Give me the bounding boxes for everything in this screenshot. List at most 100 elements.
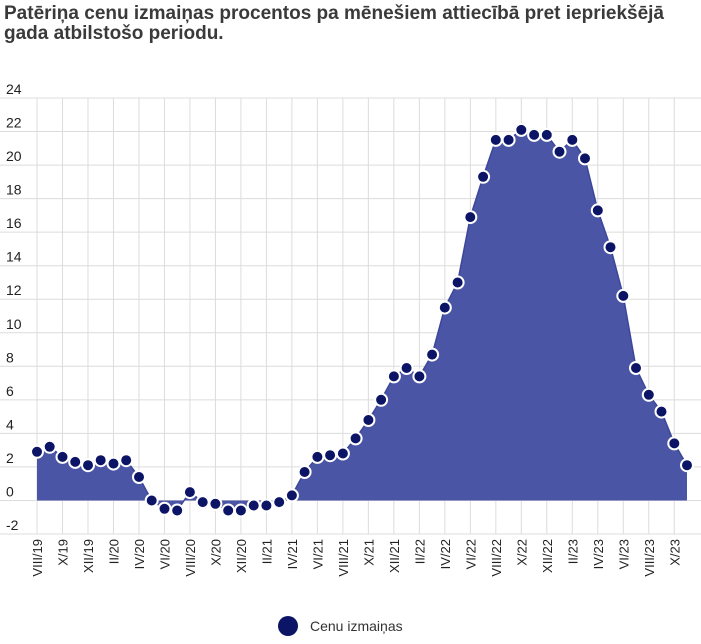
data-point[interactable] (182, 485, 197, 500)
data-point[interactable] (374, 392, 389, 407)
x-tick-label: II/21 (259, 539, 274, 564)
x-tick-label: X/23 (667, 539, 682, 566)
chart-title-line-1: Patēriņa cenu izmaiņas procentos pa mēne… (4, 4, 664, 24)
x-tick-label: X/20 (208, 539, 223, 566)
x-tick-label: VIII/19 (30, 539, 45, 577)
x-tick-label: II/20 (106, 539, 121, 564)
data-point[interactable] (412, 369, 427, 384)
data-point[interactable] (106, 456, 121, 471)
y-tick-label: 8 (6, 349, 14, 365)
series-points (30, 122, 694, 518)
data-point[interactable] (93, 453, 108, 468)
x-tick-label: IV/21 (285, 539, 300, 569)
x-axis-ticks: VIII/19 X/19 XII/19 II/20 IV/20 VI/20 VIII/20 X… (30, 539, 682, 577)
y-tick-label: 14 (6, 249, 22, 265)
data-point[interactable] (680, 458, 694, 473)
x-tick-label: VIII/20 (183, 539, 198, 577)
data-point[interactable] (629, 361, 643, 375)
data-point[interactable] (641, 387, 656, 402)
data-point[interactable] (514, 122, 529, 137)
x-tick-label: XII/20 (234, 539, 249, 573)
y-tick-label: 6 (6, 383, 14, 399)
data-point[interactable] (437, 300, 452, 315)
data-point[interactable] (335, 446, 350, 461)
data-point[interactable] (565, 132, 580, 147)
data-point[interactable] (654, 404, 669, 419)
data-point[interactable] (425, 347, 440, 362)
x-tick-label: VIII/22 (489, 539, 504, 577)
data-point[interactable] (539, 127, 554, 142)
data-point[interactable] (616, 288, 631, 303)
data-point[interactable] (297, 465, 312, 479)
x-tick-label: XII/22 (540, 539, 555, 573)
y-tick-label: 12 (6, 282, 22, 298)
y-tick-label: 0 (6, 483, 14, 499)
x-tick-label: II/22 (412, 539, 427, 564)
y-tick-label: 22 (6, 115, 22, 131)
data-point[interactable] (55, 449, 70, 464)
data-point[interactable] (476, 169, 491, 184)
y-tick-label: 20 (6, 148, 22, 164)
data-point[interactable] (450, 275, 465, 290)
data-point[interactable] (348, 431, 363, 446)
x-tick-label: VIII/21 (336, 539, 351, 577)
data-point[interactable] (463, 210, 478, 225)
data-point[interactable] (272, 495, 287, 510)
data-point[interactable] (246, 498, 261, 513)
chart-title-line-2: gada atbilstošo periodu. (4, 23, 224, 44)
data-point[interactable] (501, 132, 516, 147)
data-point[interactable] (42, 439, 57, 454)
x-tick-label: II/23 (565, 539, 580, 564)
series-line (36, 129, 688, 512)
data-point[interactable] (552, 144, 567, 159)
data-point[interactable] (157, 501, 172, 516)
data-point[interactable] (399, 361, 414, 375)
data-point[interactable] (323, 448, 338, 463)
chart-title: Patēriņa cenu izmaiņas procentos pa mēne… (4, 4, 701, 44)
y-tick-label: 24 (6, 81, 22, 97)
data-point[interactable] (578, 151, 592, 166)
legend: Cenu izmaiņas (0, 616, 701, 640)
data-point[interactable] (195, 495, 210, 510)
data-point[interactable] (170, 503, 185, 518)
x-tick-label: IV/20 (132, 539, 147, 569)
data-point[interactable] (132, 470, 146, 484)
x-tick-label: VI/23 (616, 539, 631, 569)
x-tick-label: XII/21 (387, 539, 402, 573)
data-point[interactable] (667, 436, 682, 451)
data-point[interactable] (386, 369, 401, 384)
x-tick-label: VI/22 (463, 539, 478, 569)
data-point[interactable] (208, 496, 223, 511)
legend-marker (278, 616, 298, 636)
data-point[interactable] (144, 493, 159, 508)
data-point[interactable] (284, 488, 299, 503)
legend-label: Cenu izmaiņas (310, 618, 403, 634)
y-tick-label: 18 (6, 182, 22, 198)
x-tick-label: X/22 (514, 539, 529, 566)
data-point[interactable] (119, 453, 134, 468)
x-tick-label: IV/22 (438, 539, 453, 569)
x-tick-label: VI/20 (157, 539, 172, 569)
x-tick-label: X/21 (361, 539, 376, 566)
data-point[interactable] (361, 413, 376, 427)
data-point[interactable] (259, 498, 274, 513)
series-area (37, 129, 687, 511)
data-point[interactable] (30, 444, 44, 459)
x-tick-label: X/19 (55, 539, 70, 566)
data-point[interactable] (603, 240, 618, 255)
data-point[interactable] (81, 458, 95, 473)
data-point[interactable] (310, 449, 325, 464)
x-tick-label: VI/21 (310, 539, 325, 569)
data-point[interactable] (221, 503, 236, 518)
data-point[interactable] (527, 127, 542, 142)
data-point[interactable] (233, 503, 248, 518)
data-point[interactable] (68, 454, 83, 469)
x-tick-label: IV/23 (591, 539, 606, 569)
legend-item[interactable]: Cenu izmaiņas (278, 616, 403, 636)
data-point[interactable] (590, 203, 605, 218)
data-point[interactable] (488, 132, 503, 147)
y-tick-label: -2 (6, 517, 19, 533)
y-tick-label: 16 (6, 215, 22, 231)
